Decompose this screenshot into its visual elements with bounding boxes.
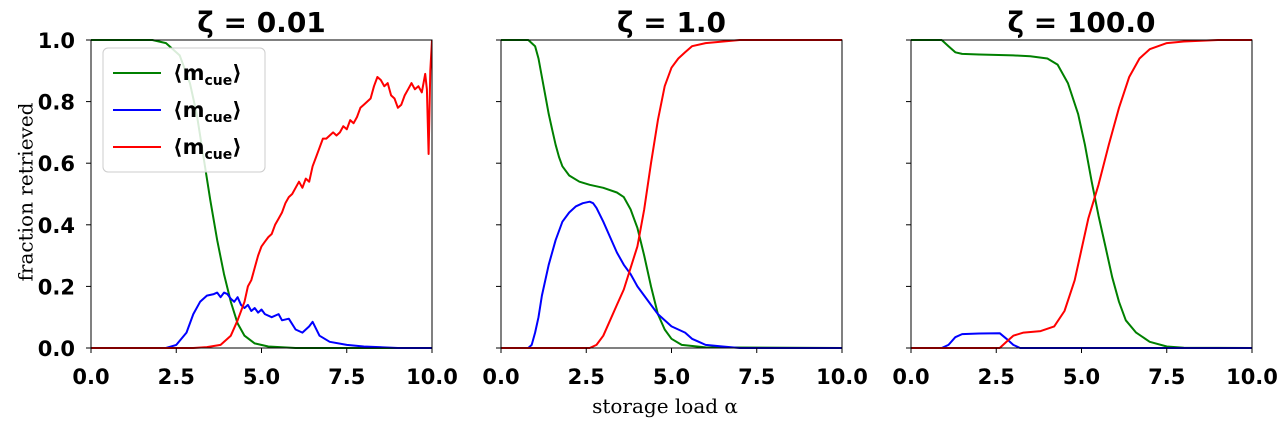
- x-tick-label: 5.0: [653, 365, 690, 389]
- y-tick-label: 1.0: [38, 29, 75, 53]
- y-tick-label: 0.6: [38, 152, 75, 176]
- x-tick-label: 2.5: [978, 365, 1015, 389]
- plot-frame: [910, 39, 1253, 349]
- panel-2: ζ = 1.0 0.0 2.5 5.0 7.5 10.0: [482, 6, 868, 389]
- x-tick-label: 10.0: [406, 365, 458, 389]
- legend-label: ⟨mcue⟩: [173, 61, 242, 89]
- series-line-2: [91, 291, 432, 349]
- x-tick-label: 0.0: [72, 365, 109, 389]
- x-tick-label: 0.0: [892, 365, 929, 389]
- panel-title: ζ = 100.0: [1007, 6, 1155, 39]
- legend-box: [102, 47, 266, 173]
- x-axis-label: storage load α: [592, 394, 738, 418]
- legend-label: ⟨mcue⟩: [173, 98, 242, 126]
- panel-3: ζ = 100.0 0.0 2.5 5.0 7.5 10.0: [892, 6, 1278, 389]
- legend: ⟨mcue⟩ ⟨mcue⟩ ⟨mcue⟩: [102, 47, 266, 173]
- y-tick-label: 0.0: [38, 337, 75, 361]
- x-tick-label: 10.0: [1226, 365, 1278, 389]
- legend-label: ⟨mcue⟩: [173, 135, 242, 163]
- panel-1: ζ = 0.01 0.0 2.5 5.0 7.5 10.0 0.0 0.2 0.4 0.6 0.8 1…: [38, 6, 458, 389]
- x-tick-label: 7.5: [1148, 365, 1185, 389]
- x-tick-label: 0.0: [482, 365, 519, 389]
- series-line-3: [911, 39, 1252, 349]
- y-tick-label: 0.4: [38, 214, 75, 238]
- y-tick-label: 0.8: [38, 91, 75, 115]
- series-line-1: [911, 39, 1252, 349]
- y-tick-label: 0.2: [38, 275, 75, 299]
- series-line-2: [501, 200, 842, 349]
- series-line-3: [91, 39, 432, 349]
- x-tick-label: 5.0: [243, 365, 280, 389]
- x-tick-label: 10.0: [816, 365, 868, 389]
- x-tick-label: 2.5: [568, 365, 605, 389]
- panel-title: ζ = 0.01: [197, 6, 326, 39]
- x-tick-label: 5.0: [1063, 365, 1100, 389]
- x-tick-label: 7.5: [738, 365, 775, 389]
- panel-title: ζ = 1.0: [617, 6, 726, 39]
- series-line-3: [501, 39, 842, 349]
- x-tick-label: 7.5: [328, 365, 365, 389]
- series-line-1: [501, 39, 842, 349]
- y-axis-label: fraction retrieved: [14, 102, 38, 281]
- plot-frame: [500, 39, 843, 349]
- x-tick-label: 2.5: [158, 365, 195, 389]
- series-line-2: [911, 332, 1252, 349]
